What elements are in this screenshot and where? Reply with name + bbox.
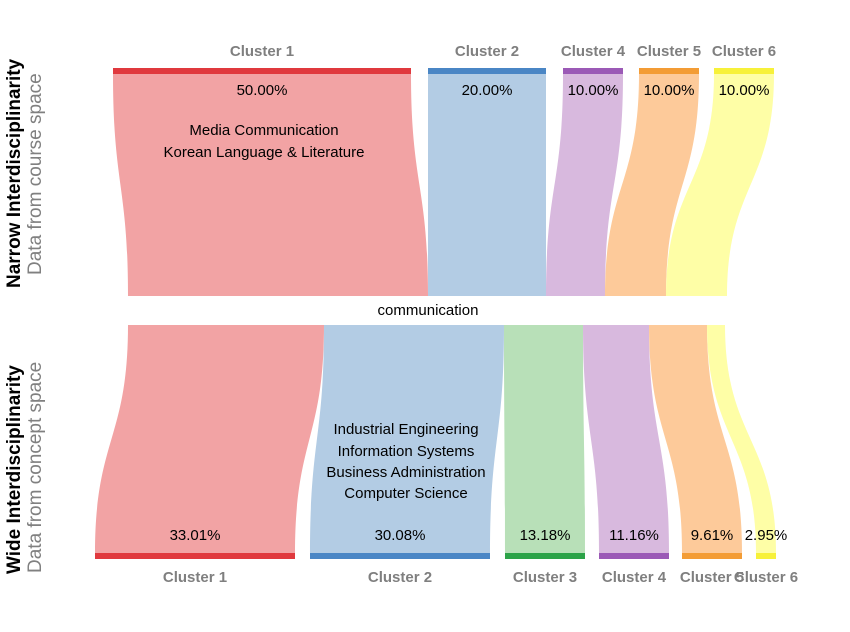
top-flows: Cluster 1 50.00% Cluster 2 20.00% Cluster 4 1… (113, 43, 776, 296)
top-side-subtitle: Data from course space (25, 73, 46, 275)
top-subtitle: Data from course space (25, 73, 46, 275)
top-major-2: Korean Language & Literature (164, 144, 365, 161)
bottom-flow-4 (583, 325, 669, 553)
bottom-cluster-bar-1 (95, 553, 295, 559)
bottom-cluster-bar-3 (505, 553, 585, 559)
bottom-cluster-label-2: Cluster 2 (368, 569, 432, 586)
top-cluster-percent-1: 50.00% (237, 82, 288, 99)
bottom-cluster-label-1: Cluster 1 (163, 569, 227, 586)
bottom-flow-1 (95, 325, 324, 553)
bottom-cluster-label-4: Cluster 4 (602, 569, 667, 586)
top-cluster-bar-2 (428, 68, 546, 74)
top-cluster-bar-1 (113, 68, 411, 74)
bottom-cluster-percent-3: 13.18% (520, 527, 571, 544)
top-flow-2 (428, 74, 546, 296)
top-cluster-bar-5 (714, 68, 774, 74)
top-cluster-percent-5: 10.00% (719, 82, 770, 99)
bottom-subtitle: Data from concept space (25, 362, 46, 573)
bottom-flow-3 (504, 325, 585, 553)
top-title: Narrow Interdisciplinarity (4, 58, 25, 288)
bottom-major-2: Information Systems (338, 443, 475, 460)
bottom-cluster-label-6: Cluster 6 (734, 569, 798, 586)
bottom-cluster-bar-5 (682, 553, 742, 559)
top-cluster-bar-4 (639, 68, 699, 74)
top-flow-3 (546, 74, 623, 296)
bottom-flow-5 (649, 325, 742, 553)
top-flow-1 (113, 74, 428, 296)
bottom-cluster-label-5: Cluster 5 (680, 569, 744, 586)
bottom-side-title: Wide Interdisciplinarity (4, 365, 25, 574)
bottom-cluster-percent-2: 30.08% (375, 527, 426, 544)
top-cluster-percent-2: 20.00% (462, 82, 513, 99)
bottom-cluster-label-3: Cluster 3 (513, 569, 577, 586)
bottom-title: Wide Interdisciplinarity (4, 365, 25, 574)
bottom-cluster-percent-4: 11.16% (609, 527, 659, 544)
top-cluster-label-3: Cluster 4 (561, 43, 626, 60)
bottom-cluster-percent-1: 33.01% (170, 527, 221, 544)
top-cluster-percent-4: 10.00% (644, 82, 695, 99)
bottom-flow-2 (310, 325, 504, 553)
top-cluster-label-4: Cluster 5 (637, 43, 701, 60)
top-cluster-percent-3: 10.00% (568, 82, 619, 99)
bottom-major-4: Computer Science (344, 485, 467, 502)
bottom-major-3: Business Administration (326, 464, 485, 481)
top-flow-5 (666, 74, 774, 296)
top-major-1: Media Communication (189, 122, 338, 139)
bottom-cluster-percent-5: 9.61% (691, 527, 734, 544)
top-cluster-label-2: Cluster 2 (455, 43, 519, 60)
bottom-cluster-percent-6: 2.95% (745, 527, 788, 544)
center-label: communication (378, 302, 479, 319)
top-cluster-label-1: Cluster 1 (230, 43, 294, 60)
bottom-flows: Cluster 1 33.01% Cluster 2 30.08% Cluster 3 1… (95, 325, 798, 586)
top-side-title: Narrow Interdisciplinarity (4, 58, 25, 288)
bottom-cluster-bar-6 (756, 553, 776, 559)
bottom-cluster-bar-4 (599, 553, 669, 559)
bottom-flow-6 (707, 325, 776, 553)
top-cluster-bar-3 (563, 68, 623, 74)
bottom-cluster-bar-2 (310, 553, 490, 559)
bottom-side-subtitle: Data from concept space (25, 362, 46, 573)
top-cluster-label-5: Cluster 6 (712, 43, 776, 60)
bottom-major-1: Industrial Engineering (333, 421, 478, 438)
top-flow-4 (605, 74, 699, 296)
